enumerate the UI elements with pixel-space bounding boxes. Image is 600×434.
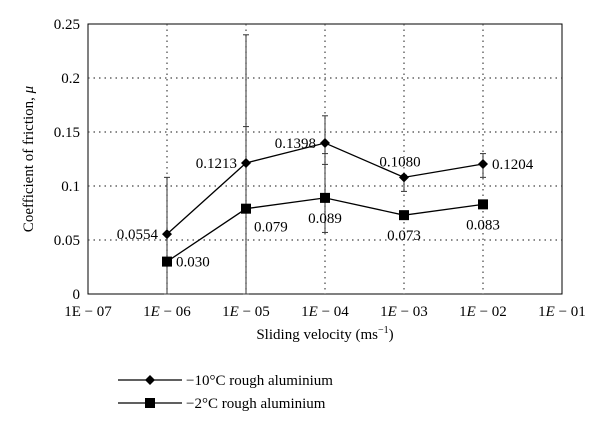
x-tick-label: 1E − 06 [143, 304, 191, 320]
x-axis-label-superscript: −1 [378, 325, 389, 336]
x-tick-label: 1E − 02 [459, 304, 507, 320]
x-tick-label: 1E − 07 [64, 304, 112, 320]
data-label: 0.0554 [117, 227, 159, 243]
legend-entry-series-2: −2°C rough aluminium [118, 396, 326, 412]
x-axis-label-end: ) [389, 327, 394, 343]
y-tick-label: 0.2 [61, 71, 80, 87]
series-markers [162, 138, 488, 267]
data-point-square [320, 192, 330, 203]
data-point-diamond [241, 157, 251, 168]
legend-diamond-marker [145, 375, 155, 385]
data-point-diamond [320, 138, 330, 149]
y-tick-label: 0.1 [61, 179, 80, 195]
y-tick-label: 0.25 [54, 17, 80, 33]
data-label: 0.1080 [379, 154, 420, 170]
data-point-square [478, 199, 488, 210]
data-label: 0.1213 [196, 156, 237, 172]
x-axis-label: Sliding velocity (ms−1) [256, 325, 393, 343]
y-axis-label-symbol: μ [21, 85, 37, 94]
x-tick-label: 1E − 05 [222, 304, 270, 320]
legend-label-series-1: −10°C rough aluminium [186, 373, 333, 389]
data-point-diamond [399, 172, 409, 183]
data-label: 0.1398 [275, 136, 316, 152]
y-tick-label: 0.05 [54, 233, 80, 249]
data-point-square [399, 210, 409, 221]
x-tick-label: 1E − 01 [538, 304, 586, 320]
x-axis-label-main: Sliding velocity (ms [256, 327, 378, 343]
data-label: 0.089 [308, 211, 342, 227]
data-point-square [241, 203, 251, 214]
y-axis-label: Coefficient of friction, μ [21, 85, 37, 232]
y-axis-label-main: Coefficient of friction, [21, 93, 37, 232]
data-label: 0.083 [466, 217, 500, 233]
data-label: 0.1204 [492, 157, 534, 173]
legend-square-marker [145, 398, 155, 408]
x-tick-labels: 1E − 07 1E − 06 1E − 05 1E − 04 1E − 03 1E − … [64, 304, 586, 320]
data-label: 0.073 [387, 228, 421, 244]
legend: −10°C rough aluminium −2°C rough alumini… [118, 373, 333, 412]
data-label: 0.079 [254, 220, 288, 236]
data-label: 0.030 [176, 255, 210, 271]
x-tick-label: 1E − 03 [380, 304, 428, 320]
x-tick-label: 1E − 04 [301, 304, 349, 320]
data-point-diamond [162, 229, 172, 240]
y-tick-labels: 0 0.05 0.1 0.15 0.2 0.25 [54, 17, 80, 303]
legend-entry-series-1: −10°C rough aluminium [118, 373, 333, 389]
data-point-diamond [478, 158, 488, 169]
data-point-square [162, 256, 172, 267]
legend-label-series-2: −2°C rough aluminium [186, 396, 326, 412]
y-tick-label: 0.15 [54, 125, 80, 141]
data-labels: 0.0554 0.1213 0.1398 0.1080 0.1204 0.030 0.079… [117, 136, 534, 271]
y-tick-label: 0 [73, 287, 81, 303]
